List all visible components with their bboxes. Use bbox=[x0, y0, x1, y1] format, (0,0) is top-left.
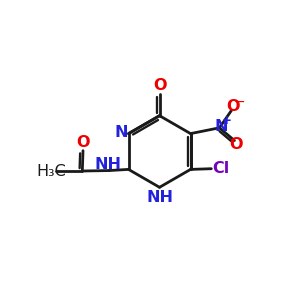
Text: N: N bbox=[114, 125, 128, 140]
Text: H₃C: H₃C bbox=[37, 164, 67, 179]
Text: O: O bbox=[153, 78, 166, 93]
Text: N: N bbox=[214, 119, 228, 134]
Text: +: + bbox=[222, 114, 232, 128]
Text: O: O bbox=[230, 137, 243, 152]
Text: Cl: Cl bbox=[212, 160, 230, 175]
Text: NH: NH bbox=[146, 190, 173, 205]
Text: O: O bbox=[226, 99, 239, 114]
Text: −: − bbox=[234, 95, 245, 109]
Text: NH: NH bbox=[94, 157, 121, 172]
Text: O: O bbox=[76, 135, 90, 150]
